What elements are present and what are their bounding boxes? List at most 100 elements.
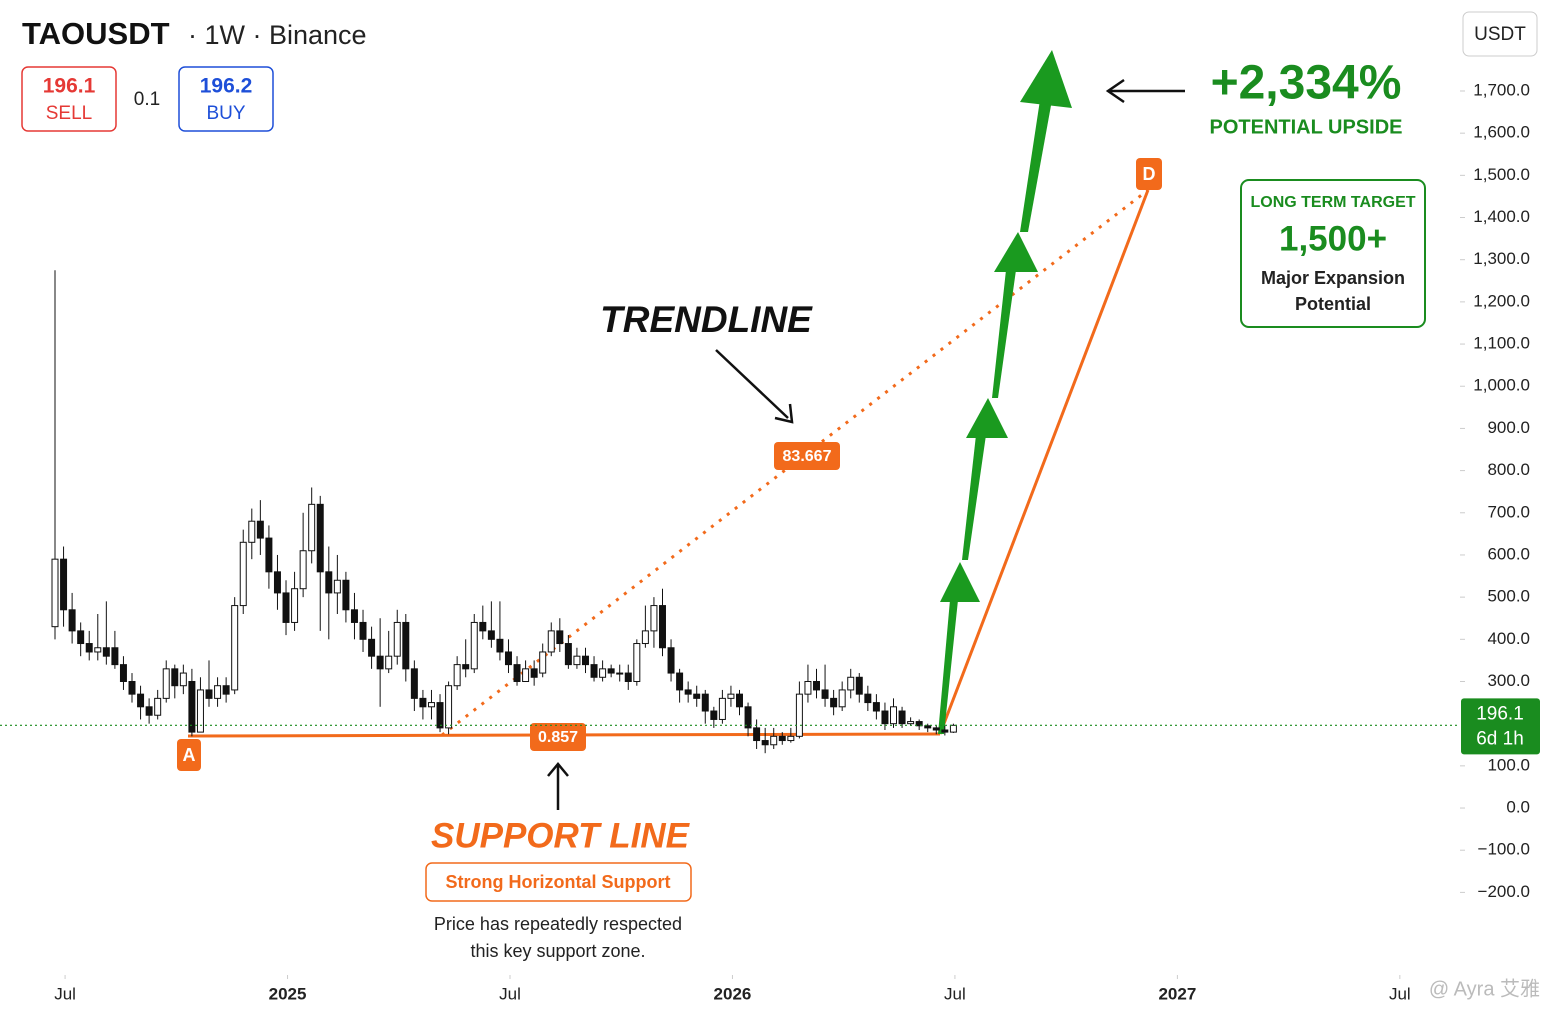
candle-body: [60, 558, 68, 611]
x-tick-label: 2025: [269, 984, 307, 1003]
candle-body: [907, 721, 915, 725]
watermark: @ Ayra 艾雅: [1429, 977, 1540, 1000]
candle-body: [676, 672, 684, 691]
y-tick-label: 700.0: [1487, 502, 1530, 521]
candle-body: [342, 579, 350, 611]
candle-body: [77, 630, 85, 645]
candle-body: [385, 655, 393, 670]
sell-button[interactable]: [21, 66, 117, 132]
candle-body: [162, 668, 170, 699]
x-tick-label: Jul: [499, 984, 521, 1003]
projection-line: [938, 189, 1150, 735]
candle-body: [872, 702, 880, 712]
candle-body: [256, 520, 264, 539]
y-tick-label: 500.0: [1487, 587, 1530, 606]
candle-body: [179, 672, 187, 687]
candle-body: [881, 710, 889, 725]
currency-button[interactable]: [1462, 11, 1538, 57]
candle-body: [453, 664, 461, 687]
trendline-label: TRENDLINE: [600, 299, 813, 340]
trend-pointer-head: [774, 403, 794, 424]
y-tick-label: 800.0: [1487, 460, 1530, 479]
candle-body: [795, 693, 803, 737]
candle-body: [932, 727, 940, 731]
buy-button[interactable]: [178, 66, 274, 132]
y-tick-label: −200.0: [1478, 882, 1530, 901]
candle-body: [265, 537, 273, 573]
support-box-text: Strong Horizontal Support: [446, 872, 671, 892]
candle-body: [564, 643, 572, 666]
candle-body: [624, 672, 632, 682]
candle-body: [898, 710, 906, 725]
spread: 0.1: [134, 89, 160, 110]
candle-body: [205, 689, 213, 699]
candle-body: [915, 721, 923, 727]
candle-body: [581, 655, 589, 666]
candle-body: [350, 609, 358, 623]
point-a: A: [183, 745, 196, 765]
candle-body: [847, 676, 855, 691]
candle-body: [761, 740, 769, 746]
candle-body: [273, 571, 281, 594]
candle-body: [770, 735, 778, 746]
candle-body: [684, 689, 692, 695]
y-tick-label: 1,700.0: [1473, 80, 1530, 99]
target-note: Potential: [1295, 294, 1371, 314]
support-box: [425, 862, 692, 902]
point-d-badge: [1136, 158, 1162, 190]
candle-body: [890, 706, 898, 725]
candle-body: [111, 647, 119, 666]
candle-body: [308, 503, 316, 552]
x-tick-label: Jul: [54, 984, 76, 1003]
candle-body: [607, 668, 615, 674]
upside-label: POTENTIAL UPSIDE: [1210, 116, 1403, 138]
candle-body: [68, 609, 76, 632]
candle-body: [641, 630, 649, 645]
candle-body: [359, 621, 367, 640]
candle-body: [325, 571, 333, 594]
y-tick-label: 1,300.0: [1473, 249, 1530, 268]
candle-body: [633, 643, 641, 682]
candle-body: [813, 680, 820, 691]
candle-body: [855, 676, 863, 695]
candle-body: [376, 655, 384, 670]
candle-body: [128, 680, 136, 695]
support-note: this key support zone.: [470, 941, 645, 961]
candle-body: [214, 685, 222, 699]
sell-label: SELL: [46, 103, 92, 124]
x-tick-label: 2027: [1158, 984, 1196, 1003]
candle-body: [188, 680, 196, 733]
candle-body: [556, 630, 564, 645]
trend-pointer: [715, 349, 789, 419]
candle-body: [821, 689, 829, 699]
upside-value: +2,334%: [1211, 57, 1402, 110]
candle-body: [864, 693, 872, 704]
candle-body: [710, 710, 718, 720]
candle-body: [410, 668, 418, 699]
target-title: LONG TERM TARGET: [1250, 194, 1415, 211]
currency: USDT: [1474, 24, 1526, 45]
candle-body: [744, 706, 752, 729]
candle-body: [513, 664, 521, 682]
candle-body: [590, 664, 598, 678]
countdown: 6d 1h: [1476, 728, 1524, 749]
candle-body: [830, 697, 838, 708]
x-tick-label: 2026: [714, 984, 752, 1003]
support-value: 0.857: [538, 729, 578, 746]
candle-body: [137, 693, 145, 708]
candle-body: [368, 638, 376, 657]
candle-body: [658, 605, 666, 649]
candle-body: [427, 702, 435, 708]
candle-body: [547, 630, 555, 653]
candle-body: [736, 693, 743, 708]
candle-body: [539, 651, 547, 674]
candle-body: [753, 727, 761, 742]
y-tick-label: 1,400.0: [1473, 207, 1530, 226]
candle-body: [718, 697, 726, 720]
y-tick-label: 100.0: [1487, 755, 1530, 774]
y-tick-label: 1,100.0: [1473, 334, 1530, 353]
candle-body: [941, 729, 949, 733]
y-tick-label: 600.0: [1487, 544, 1530, 563]
last-price-label: 196.1: [1476, 703, 1524, 724]
